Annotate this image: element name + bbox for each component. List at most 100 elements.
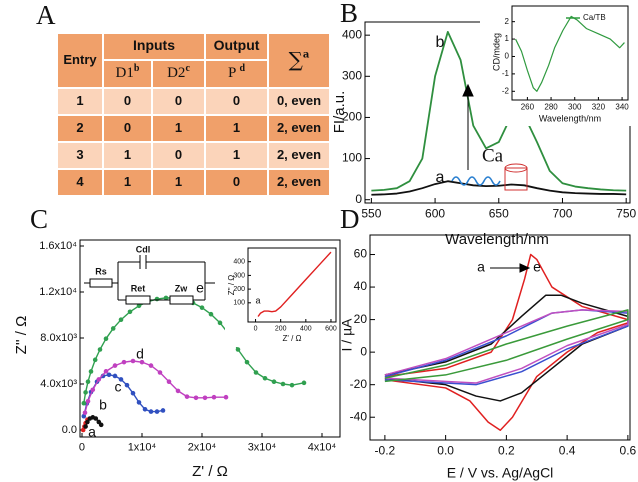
data-point <box>81 413 87 419</box>
x-tick-label: 300 <box>568 103 582 112</box>
data-point <box>139 359 145 365</box>
data-point <box>160 408 166 413</box>
table-cell <box>102 168 153 197</box>
table-text: 3 <box>76 147 83 162</box>
circuit-wire <box>84 261 215 301</box>
table-text: 0 <box>124 120 131 135</box>
y-tick-label: 1 <box>505 34 510 43</box>
plot-frame <box>79 239 341 438</box>
data-point <box>280 381 286 387</box>
data-point <box>202 395 208 401</box>
data-point <box>148 363 154 368</box>
data-point <box>148 409 154 414</box>
data-point <box>208 311 214 317</box>
data-point <box>80 427 86 433</box>
x-tick-label: 0.4 <box>559 444 576 458</box>
table-cell <box>151 141 206 170</box>
y-axis-label: Z'' / Ω <box>13 316 30 355</box>
x-tick-label: 280 <box>544 103 558 112</box>
data-point <box>163 295 169 301</box>
y-tick-label: 1.6x10⁴ <box>39 240 77 252</box>
x-axis-label: Z' / Ω <box>282 334 301 343</box>
data-point <box>253 370 259 375</box>
table-text: Entry <box>63 52 97 67</box>
table-text: 0, even <box>277 93 321 108</box>
x-axis-label: Wavelength/nm <box>539 113 601 123</box>
table-header: P d <box>228 63 246 82</box>
data-point <box>96 377 102 382</box>
plot-frame <box>247 247 337 323</box>
series-label: b <box>436 34 445 51</box>
table-text: 0 <box>175 147 182 162</box>
y-tick-label: 0 <box>360 344 367 358</box>
data-point <box>90 387 96 393</box>
y-tick-label: -20 <box>350 377 368 391</box>
table-header: D2c <box>167 63 190 82</box>
x-tick-label: 750 <box>616 207 636 221</box>
table-cell <box>204 59 269 89</box>
annotation: a <box>477 259 485 275</box>
y-tick-label: 300 <box>342 68 362 82</box>
plot-frame <box>369 234 631 441</box>
data-point <box>130 358 136 364</box>
series-label: b <box>99 397 107 413</box>
data-point <box>154 409 160 414</box>
data-point <box>235 347 241 352</box>
y-tick-label: -40 <box>350 409 368 423</box>
table-cell <box>267 141 331 170</box>
data-point <box>136 303 142 309</box>
data-point <box>85 398 91 404</box>
data-point <box>88 369 94 374</box>
series-line <box>257 251 332 317</box>
circuit-label: Ret <box>131 283 146 293</box>
series-label: a <box>436 169 445 186</box>
data-point <box>85 379 91 384</box>
x-tick-label: 3x10⁴ <box>248 441 277 453</box>
series-line <box>371 180 627 196</box>
x-tick-label: 0 <box>254 325 258 332</box>
x-axis-label: E / V vs. Ag/AgCl <box>447 465 554 481</box>
x-tick-label: 0.0 <box>437 444 454 458</box>
series-line <box>515 15 625 92</box>
header-sup: d <box>239 63 245 74</box>
table-text: 0 <box>233 93 240 108</box>
series-label: a <box>88 424 96 440</box>
data-point <box>199 305 205 310</box>
dna-icon <box>451 176 501 186</box>
table-cell <box>56 168 104 197</box>
table-text: 2, even <box>277 174 321 189</box>
circuit-label: Cdl <box>136 244 151 254</box>
data-point <box>184 394 190 399</box>
table-header: ∑a <box>289 47 310 71</box>
y-tick-label: 1.2x10⁴ <box>39 286 77 298</box>
table-text: Inputs <box>133 37 175 53</box>
data-point <box>124 382 130 388</box>
data-point <box>175 388 181 394</box>
data-point <box>271 379 277 384</box>
data-point <box>103 336 109 341</box>
table-text: 2 <box>76 120 83 135</box>
x-axis-label: Wavelength/nm <box>445 231 549 248</box>
y-tick-label: 20 <box>354 312 368 326</box>
table-text: 0 <box>124 93 131 108</box>
series-line <box>371 30 627 192</box>
header-text: P <box>228 65 240 81</box>
table-cell <box>204 114 269 143</box>
table-text: 1 <box>175 120 182 135</box>
decorations <box>84 83 531 305</box>
data-point <box>301 380 307 386</box>
circuit-label: Zw <box>175 283 188 293</box>
panel-label: A <box>36 0 56 30</box>
table-cell <box>56 141 104 170</box>
x-axis-label: Z' / Ω <box>192 463 228 480</box>
table-text: 1 <box>233 120 240 135</box>
y-axis-label: FI/a.u. <box>331 91 348 134</box>
data-point <box>112 363 118 368</box>
series-label: d <box>136 346 144 362</box>
table-text: 1 <box>124 147 131 162</box>
data-point <box>110 326 116 331</box>
arrow-head <box>462 83 474 97</box>
table-text: 1 <box>76 93 83 108</box>
